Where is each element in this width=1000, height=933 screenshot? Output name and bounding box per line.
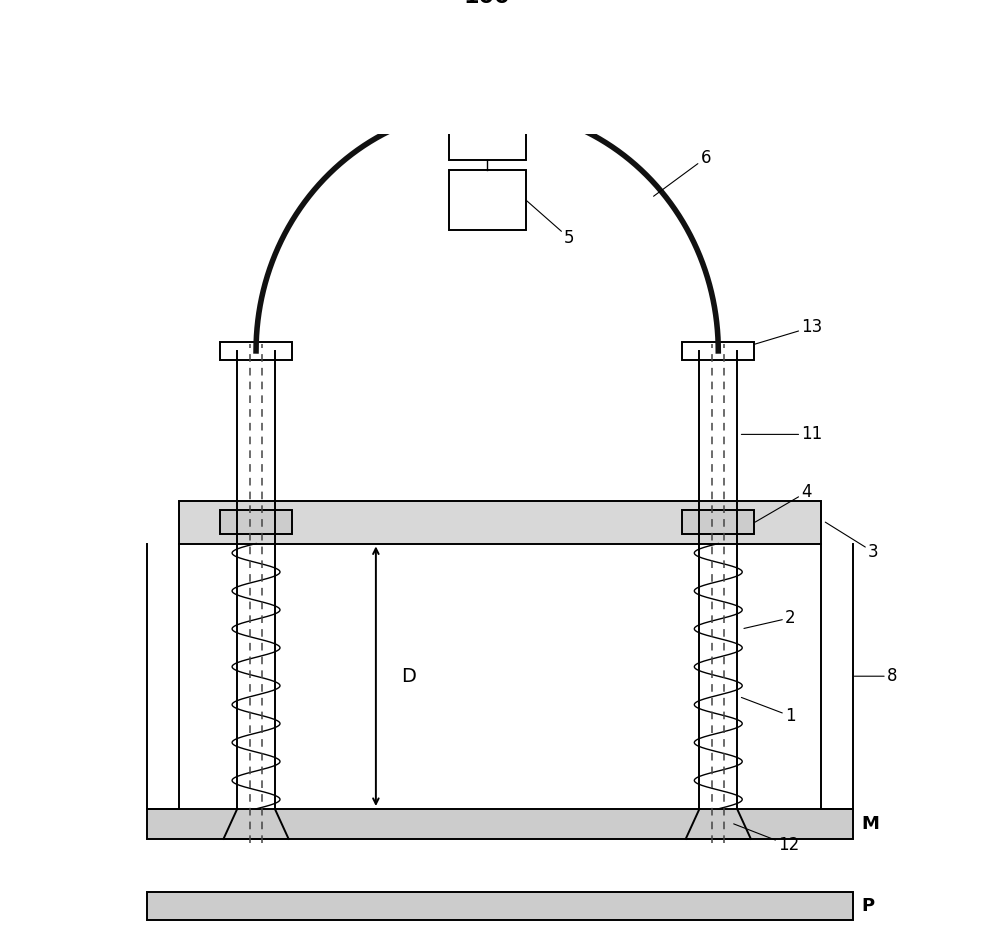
Text: 8: 8 [854, 667, 897, 685]
FancyBboxPatch shape [147, 892, 853, 920]
Text: 13: 13 [755, 318, 823, 344]
Text: D: D [402, 667, 416, 686]
FancyBboxPatch shape [449, 170, 526, 230]
Text: 11: 11 [741, 425, 823, 443]
FancyBboxPatch shape [682, 341, 754, 360]
Text: 3: 3 [825, 522, 879, 561]
Text: 6: 6 [654, 148, 711, 196]
Text: 12: 12 [734, 824, 799, 855]
FancyBboxPatch shape [220, 341, 292, 360]
FancyBboxPatch shape [179, 501, 821, 544]
Text: 4: 4 [755, 483, 812, 522]
FancyBboxPatch shape [220, 510, 292, 534]
Text: M: M [861, 815, 879, 833]
Text: P: P [861, 897, 874, 915]
Text: 2: 2 [744, 609, 796, 629]
Text: 1: 1 [741, 698, 796, 725]
Text: 7: 7 [0, 932, 1, 933]
Text: 5: 5 [526, 200, 575, 247]
FancyBboxPatch shape [449, 104, 526, 160]
FancyBboxPatch shape [682, 510, 754, 534]
Text: 100: 100 [464, 0, 511, 7]
FancyBboxPatch shape [147, 809, 853, 839]
